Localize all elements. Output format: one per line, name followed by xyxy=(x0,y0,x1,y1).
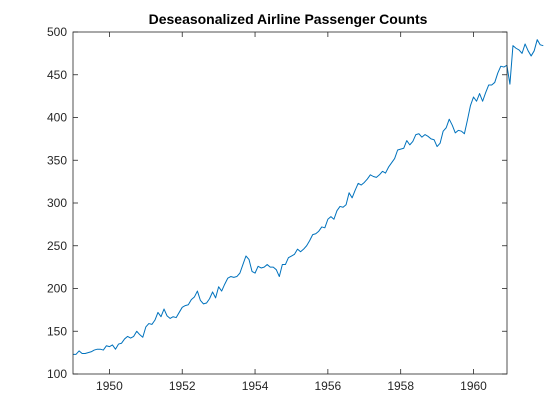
y-tick-label: 200 xyxy=(47,282,67,296)
x-tick-label: 1960 xyxy=(460,379,487,393)
x-tick-label: 1956 xyxy=(315,379,342,393)
y-tick-label: 500 xyxy=(47,25,67,39)
x-tick-label: 1954 xyxy=(242,379,269,393)
y-tick-label: 300 xyxy=(47,196,67,210)
x-tick-label: 1950 xyxy=(96,379,123,393)
y-tick-label: 400 xyxy=(47,111,67,125)
y-tick-label: 350 xyxy=(47,153,67,167)
x-tick-label: 1958 xyxy=(387,379,414,393)
y-tick-label: 250 xyxy=(47,239,67,253)
y-tick-label: 450 xyxy=(47,68,67,82)
plot-background xyxy=(73,32,507,374)
y-tick-label: 150 xyxy=(47,324,67,338)
chart-title: Deseasonalized Airline Passenger Counts xyxy=(149,11,428,27)
x-tick-label: 1952 xyxy=(169,379,196,393)
plot-area: 1950 1952 1954 1956 1958 1960 100 150 200 250 300 3… xyxy=(47,25,544,393)
y-tick-label: 100 xyxy=(47,367,67,381)
series-line-0 xyxy=(73,39,544,355)
